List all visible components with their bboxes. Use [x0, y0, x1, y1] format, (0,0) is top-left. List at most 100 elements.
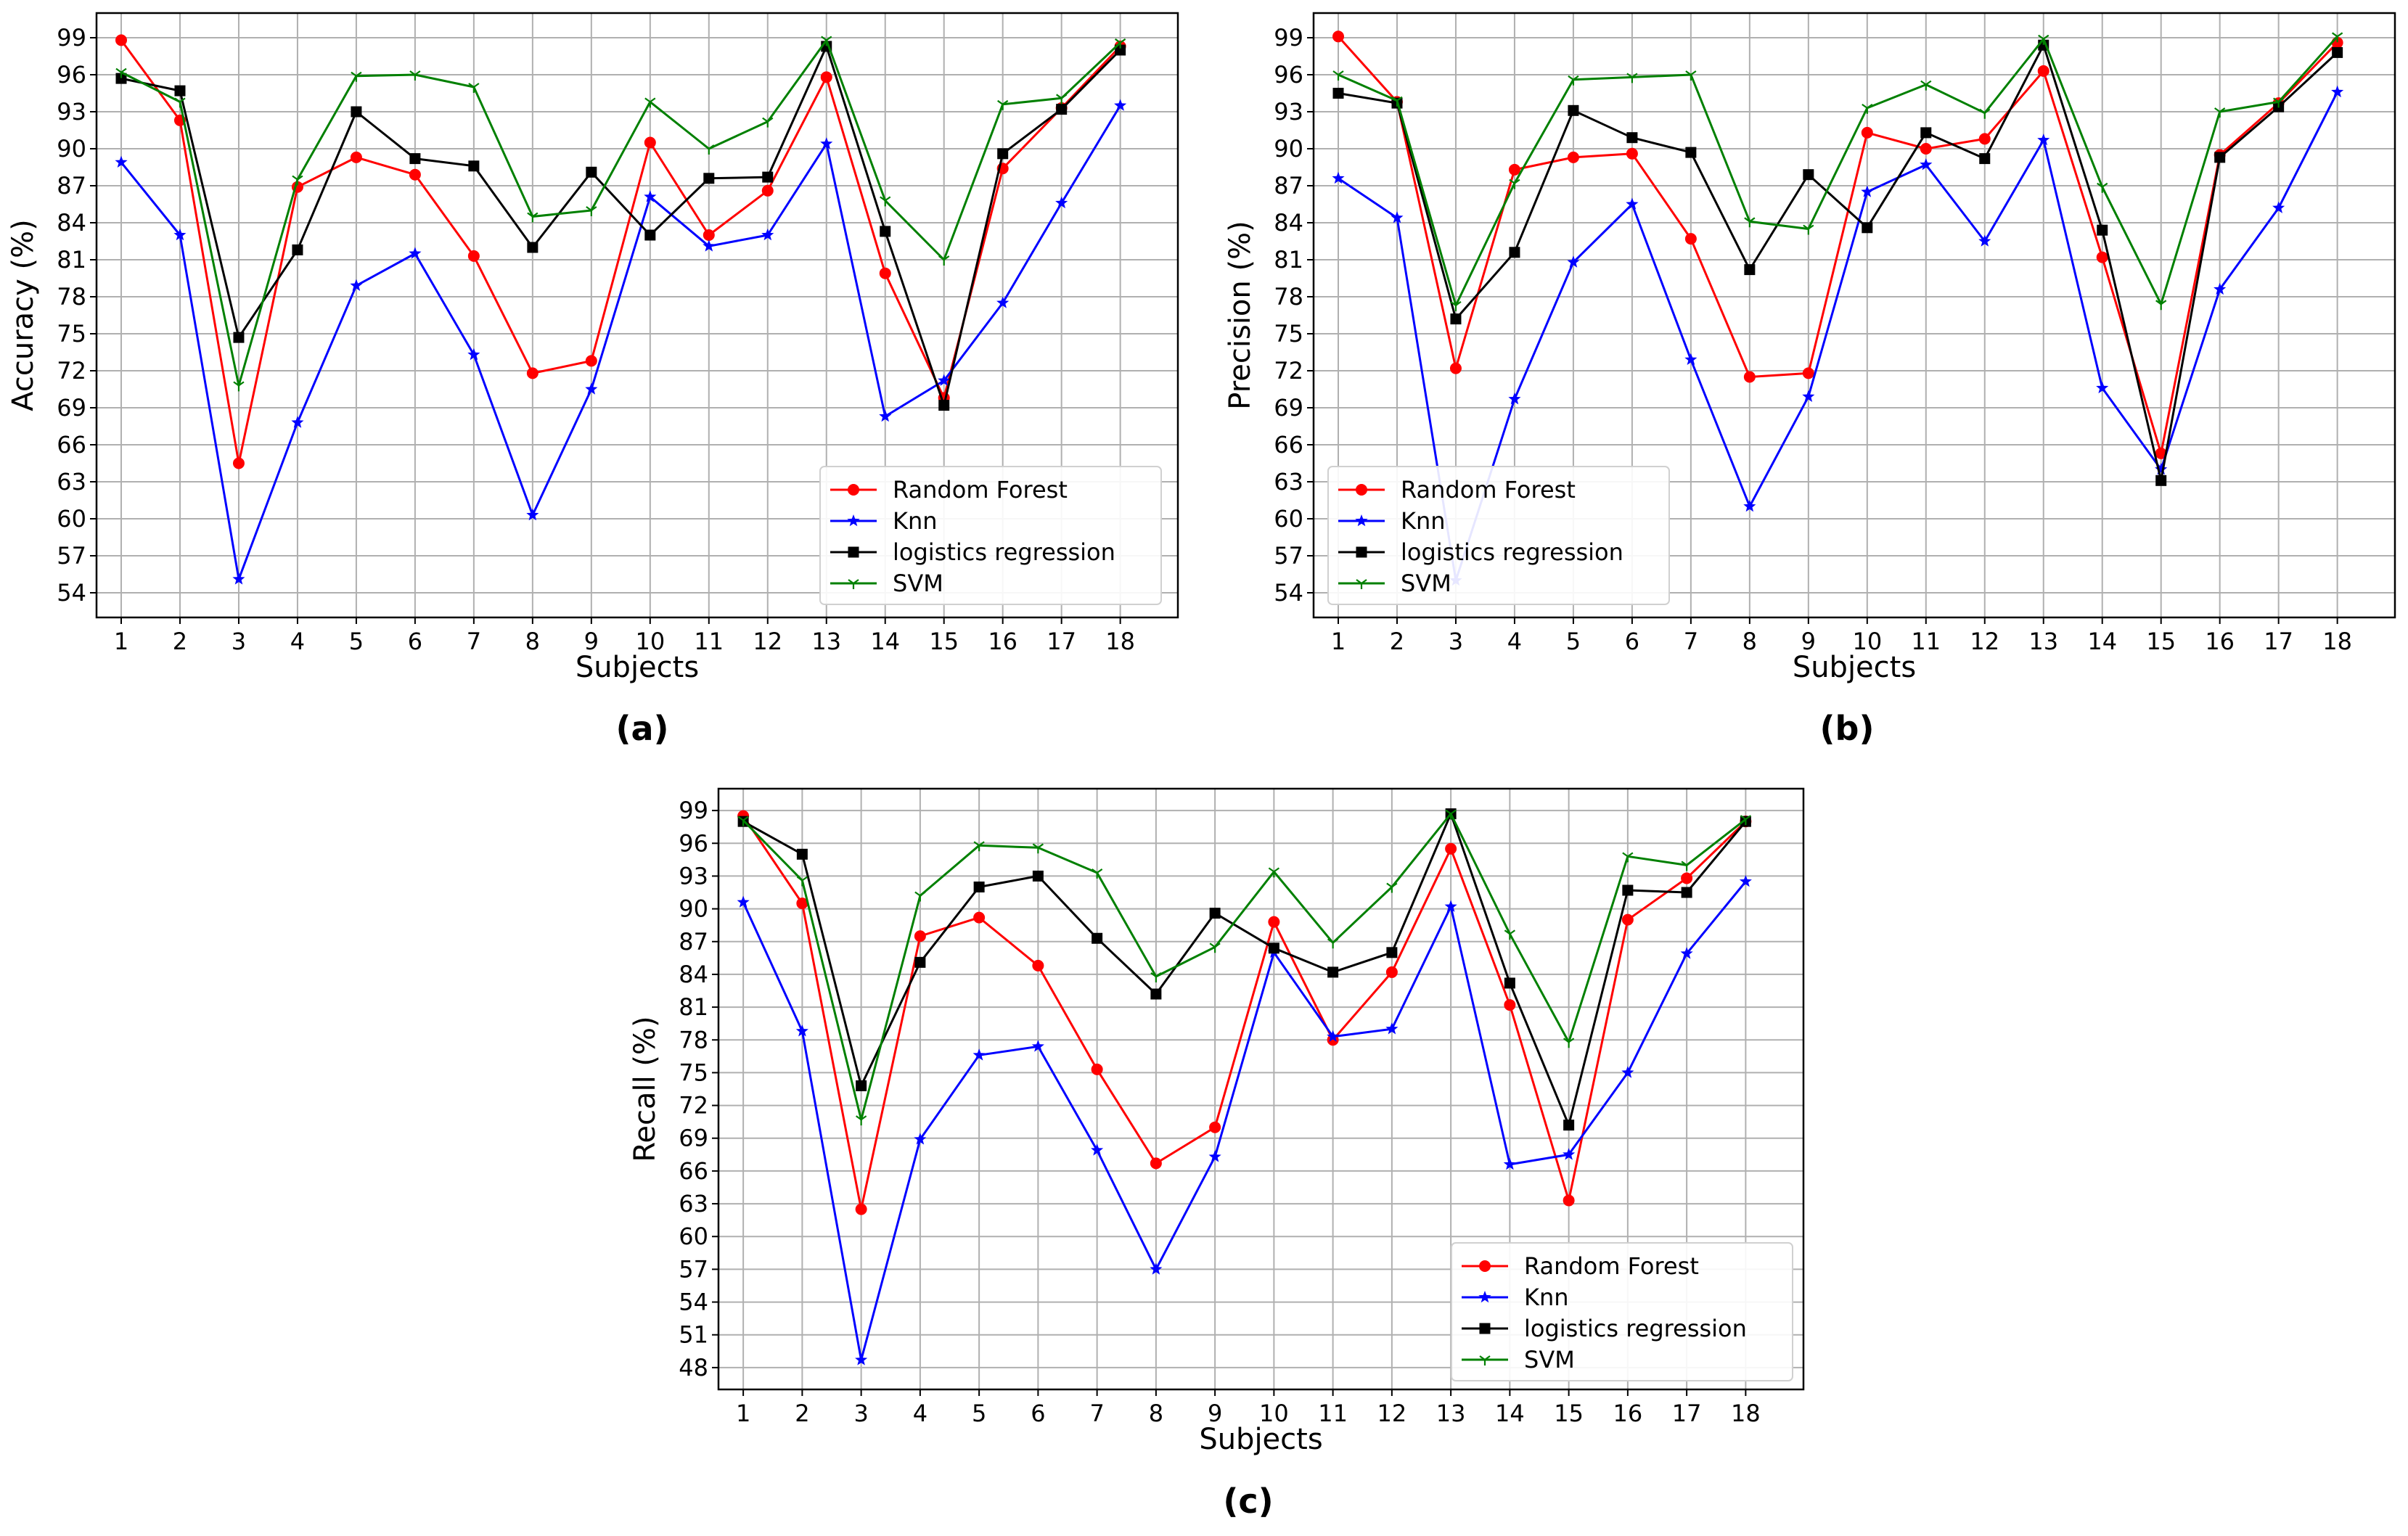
- x-tick-label: 4: [290, 628, 305, 655]
- data-point: [2038, 34, 2049, 45]
- data-point: [1150, 972, 1162, 982]
- x-tick-label: 12: [1377, 1400, 1407, 1427]
- legend-item: SVM: [1462, 1346, 1575, 1373]
- y-tick-label: 69: [57, 394, 86, 422]
- x-axis-label: Subjects: [1199, 1423, 1322, 1456]
- data-point: [1091, 1143, 1104, 1156]
- data-point: [115, 67, 127, 78]
- y-tick-label: 57: [57, 542, 86, 570]
- series-knn: [737, 875, 1752, 1365]
- legend-marker: [1356, 579, 1367, 589]
- data-point: [468, 160, 480, 172]
- data-point: [880, 196, 891, 207]
- x-tick-label: 8: [525, 628, 540, 655]
- data-point: [1861, 126, 1873, 139]
- x-tick-label: 1: [1331, 628, 1346, 655]
- caption-c: (c): [1223, 1482, 1273, 1521]
- data-point: [1091, 1063, 1103, 1075]
- data-point: [350, 279, 363, 291]
- data-point: [1391, 211, 1404, 223]
- data-point: [1115, 44, 1126, 56]
- data-point: [1031, 1040, 1044, 1052]
- legend-item: logistics regression: [1338, 538, 1623, 566]
- data-point: [1861, 185, 1874, 197]
- data-point: [1385, 1022, 1398, 1035]
- data-point: [1680, 947, 1693, 959]
- data-point: [1563, 1038, 1575, 1048]
- data-point: [879, 267, 891, 279]
- x-tick-label: 1: [114, 628, 128, 655]
- series-svm: [1332, 32, 2343, 311]
- data-point: [233, 381, 245, 392]
- data-point: [173, 229, 187, 241]
- x-tick-label: 17: [1672, 1400, 1702, 1427]
- data-point: [2214, 152, 2226, 163]
- y-tick-label: 99: [1274, 24, 1303, 52]
- data-point: [1444, 900, 1457, 912]
- x-tick-label: 5: [1566, 628, 1581, 655]
- data-point: [1332, 30, 1345, 43]
- data-point: [232, 572, 245, 585]
- data-point: [292, 175, 303, 186]
- x-tick-label: 11: [694, 628, 724, 655]
- x-tick-label: 14: [2087, 628, 2117, 655]
- x-tick-label: 14: [1495, 1400, 1525, 1427]
- x-tick-label: 10: [1259, 1400, 1289, 1427]
- data-point: [1802, 390, 1815, 402]
- legend-item: logistics regression: [830, 538, 1115, 566]
- data-point: [351, 106, 362, 118]
- data-point: [233, 332, 245, 343]
- data-point: [761, 229, 774, 241]
- data-point: [1684, 233, 1697, 245]
- x-tick-label: 18: [1731, 1400, 1761, 1427]
- caption-b: (b): [1820, 709, 1875, 748]
- x-tick-label: 16: [988, 628, 1017, 655]
- data-point: [1681, 887, 1692, 898]
- y-tick-label: 75: [57, 320, 86, 348]
- y-tick-label: 93: [679, 862, 708, 890]
- y-tick-label: 66: [57, 431, 86, 459]
- data-point: [821, 36, 832, 46]
- legend-item: SVM: [1338, 570, 1451, 597]
- x-tick-label: 7: [467, 628, 481, 655]
- y-tick-label: 60: [1274, 505, 1303, 533]
- data-point: [1332, 70, 1344, 81]
- y-tick-label: 81: [1274, 246, 1303, 274]
- data-point: [737, 895, 750, 908]
- legend-label: Random Forest: [1524, 1252, 1699, 1280]
- data-point: [796, 848, 808, 860]
- y-tick-label: 69: [1274, 394, 1303, 422]
- data-point: [855, 1115, 867, 1126]
- data-point: [1563, 1194, 1575, 1207]
- data-point: [1114, 99, 1127, 111]
- data-point: [973, 911, 986, 924]
- y-tick-label: 63: [1274, 468, 1303, 496]
- data-point: [2155, 463, 2168, 475]
- data-point: [796, 876, 808, 887]
- data-point: [2332, 32, 2343, 43]
- y-tick-label: 69: [679, 1125, 708, 1152]
- y-tick-label: 90: [57, 135, 86, 163]
- legend-marker: [1479, 1323, 1491, 1334]
- data-point: [1862, 222, 1873, 234]
- legend-label: Knn: [893, 507, 938, 535]
- data-point: [467, 348, 480, 361]
- data-point: [1563, 1148, 1576, 1160]
- series-line: [120, 45, 1121, 407]
- y-tick-label: 84: [57, 209, 86, 237]
- y-tick-label: 54: [1274, 579, 1303, 607]
- legend-marker: [1479, 1260, 1491, 1272]
- x-tick-label: 1: [736, 1400, 750, 1427]
- x-tick-label: 7: [1684, 628, 1698, 655]
- data-point: [2214, 282, 2227, 295]
- data-point: [703, 144, 715, 155]
- y-tick-label: 60: [679, 1223, 708, 1250]
- data-point: [1386, 882, 1398, 893]
- data-point: [996, 296, 1010, 308]
- data-point: [855, 1203, 867, 1215]
- legend-label: Random Forest: [1401, 476, 1576, 504]
- data-point: [409, 247, 422, 259]
- y-tick-label: 96: [57, 61, 86, 89]
- x-tick-label: 3: [853, 1400, 868, 1427]
